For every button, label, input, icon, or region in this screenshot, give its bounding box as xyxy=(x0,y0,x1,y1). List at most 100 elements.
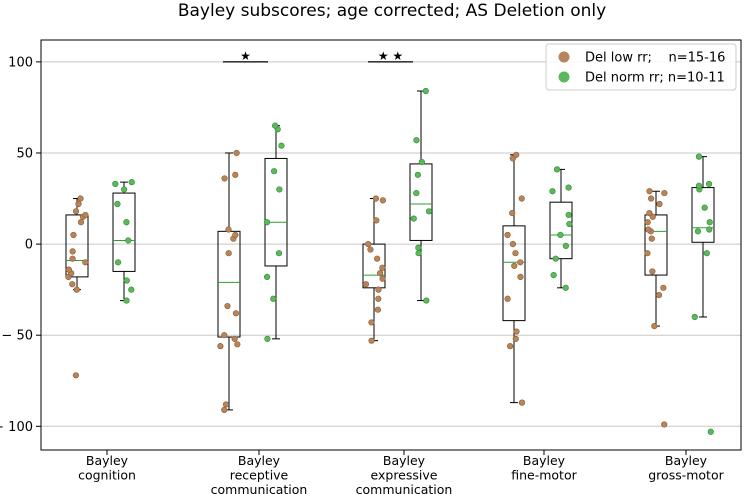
data-point xyxy=(221,175,228,182)
data-point xyxy=(695,153,703,160)
data-point xyxy=(701,204,708,211)
data-point xyxy=(504,231,511,239)
data-point xyxy=(217,343,224,350)
data-point xyxy=(691,313,698,321)
data-point xyxy=(373,217,380,224)
data-point xyxy=(415,244,422,251)
y-tick-label: 0 xyxy=(25,238,33,253)
legend-label: Del low rr; n=15-16 xyxy=(585,51,725,66)
data-point xyxy=(549,188,556,195)
chart-title: Bayley subscores; age corrected; AS Dele… xyxy=(178,1,606,21)
data-point xyxy=(645,226,652,233)
data-point xyxy=(121,186,128,193)
y-tick-label: 50 xyxy=(16,146,33,161)
x-tick-label: receptive xyxy=(230,468,289,483)
data-point xyxy=(707,428,714,435)
legend-box xyxy=(545,43,737,91)
data-point xyxy=(263,219,271,226)
data-point xyxy=(565,211,572,219)
data-point xyxy=(65,266,72,273)
legend-marker xyxy=(558,51,570,63)
data-point xyxy=(509,210,516,217)
box-iqr xyxy=(502,225,526,322)
box-iqr xyxy=(644,214,668,276)
data-point xyxy=(375,295,382,302)
data-point xyxy=(231,335,238,342)
data-point xyxy=(365,240,372,248)
data-point xyxy=(372,195,379,202)
data-point xyxy=(69,255,76,262)
data-point xyxy=(222,401,230,408)
data-point xyxy=(509,240,517,248)
data-point xyxy=(72,372,79,379)
data-point xyxy=(513,328,520,335)
data-point xyxy=(649,268,656,275)
x-tick-label: expressive xyxy=(371,468,438,483)
x-tick-label: Bayley xyxy=(238,453,281,468)
box-iqr xyxy=(362,243,386,289)
data-point xyxy=(413,137,420,144)
data-point xyxy=(69,281,76,288)
significance-label: ★ ★ xyxy=(378,49,403,63)
data-point xyxy=(114,259,122,266)
data-point xyxy=(278,142,285,149)
plot-frame xyxy=(40,39,742,451)
x-tick-label: communication xyxy=(356,482,453,494)
data-point xyxy=(703,250,710,257)
data-point xyxy=(414,171,421,178)
data-point xyxy=(562,284,569,291)
data-point xyxy=(82,211,89,219)
data-point xyxy=(418,158,425,166)
data-point xyxy=(706,226,713,233)
data-point xyxy=(661,189,668,197)
data-point xyxy=(75,200,82,208)
x-tick-label: fine-motor xyxy=(511,468,577,483)
data-point xyxy=(379,275,386,282)
box-iqr xyxy=(217,230,241,338)
data-point xyxy=(648,195,655,202)
data-point xyxy=(644,219,651,226)
data-point xyxy=(264,273,271,280)
box-iqr xyxy=(409,163,433,241)
data-point xyxy=(234,341,241,348)
data-point xyxy=(648,235,655,242)
data-point xyxy=(512,335,519,342)
box-iqr xyxy=(264,157,288,267)
data-point xyxy=(517,273,524,280)
data-point xyxy=(114,200,121,208)
data-point xyxy=(512,250,519,257)
box-iqr xyxy=(65,214,89,278)
legend-marker xyxy=(558,71,570,83)
data-point xyxy=(656,200,663,208)
data-point xyxy=(123,297,130,304)
data-point xyxy=(379,264,386,271)
data-point xyxy=(128,179,135,186)
data-point xyxy=(566,220,573,228)
data-point xyxy=(513,151,520,158)
data-point xyxy=(368,319,375,326)
data-point xyxy=(646,210,653,217)
data-point xyxy=(225,250,232,257)
data-point xyxy=(507,343,514,350)
data-point xyxy=(375,286,382,293)
data-point xyxy=(82,259,89,266)
significance-label: ★ xyxy=(240,49,251,63)
y-tick-label: 100 xyxy=(8,55,33,70)
data-point xyxy=(221,406,228,414)
data-point xyxy=(661,421,668,428)
data-point xyxy=(276,186,283,193)
data-point xyxy=(415,250,422,257)
data-point xyxy=(232,231,239,239)
data-point xyxy=(123,277,130,284)
x-tick-label: communication xyxy=(211,482,308,494)
data-point xyxy=(221,332,228,339)
data-point xyxy=(410,215,417,222)
data-point xyxy=(660,284,667,291)
data-point xyxy=(225,226,232,233)
data-point xyxy=(232,171,239,178)
data-point xyxy=(270,168,278,175)
data-point xyxy=(379,197,386,204)
data-point xyxy=(264,335,271,342)
